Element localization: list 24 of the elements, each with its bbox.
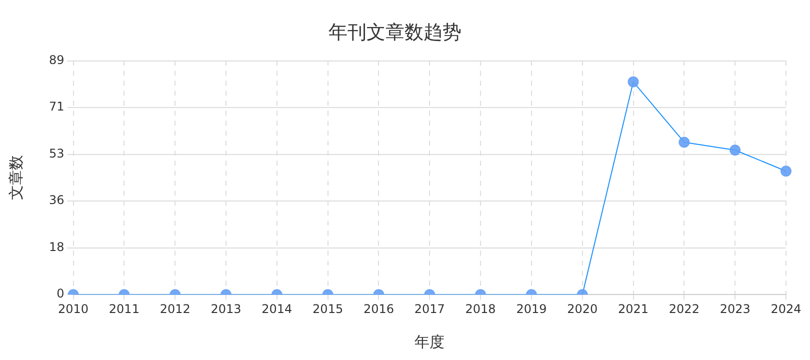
x-tick-label: 2024 bbox=[770, 302, 802, 316]
x-tick-label: 2015 bbox=[312, 302, 344, 316]
x-tick-label: 2022 bbox=[668, 302, 700, 316]
chart-title: 年刊文章数趋势 bbox=[328, 21, 462, 44]
x-tick-label: 2013 bbox=[210, 302, 242, 316]
x-tick-label: 2011 bbox=[108, 302, 140, 316]
x-tick-label: 2020 bbox=[567, 302, 598, 316]
x-tick-label: 2019 bbox=[516, 302, 547, 316]
y-axis-title: 文章数 bbox=[6, 155, 25, 200]
x-tick-label: 2016 bbox=[363, 302, 394, 316]
y-tick-label: 18 bbox=[48, 240, 64, 254]
x-tick-label: 2018 bbox=[465, 302, 496, 316]
y-tick-label: 53 bbox=[48, 146, 64, 160]
x-tick-label: 2012 bbox=[160, 302, 190, 316]
y-tick-label: 0 bbox=[56, 286, 64, 301]
x-axis-title: 年度 bbox=[414, 332, 445, 351]
x-tick-label: 2021 bbox=[618, 302, 649, 316]
x-tick-label: 2010 bbox=[58, 302, 89, 316]
y-tick-label: 36 bbox=[48, 193, 64, 208]
y-tick-label: 89 bbox=[48, 52, 64, 67]
x-tick-label: 2023 bbox=[720, 302, 750, 316]
x-tick-label: 2017 bbox=[414, 302, 445, 316]
x-tick-label: 2014 bbox=[262, 302, 292, 316]
y-tick-label: 71 bbox=[48, 100, 64, 114]
